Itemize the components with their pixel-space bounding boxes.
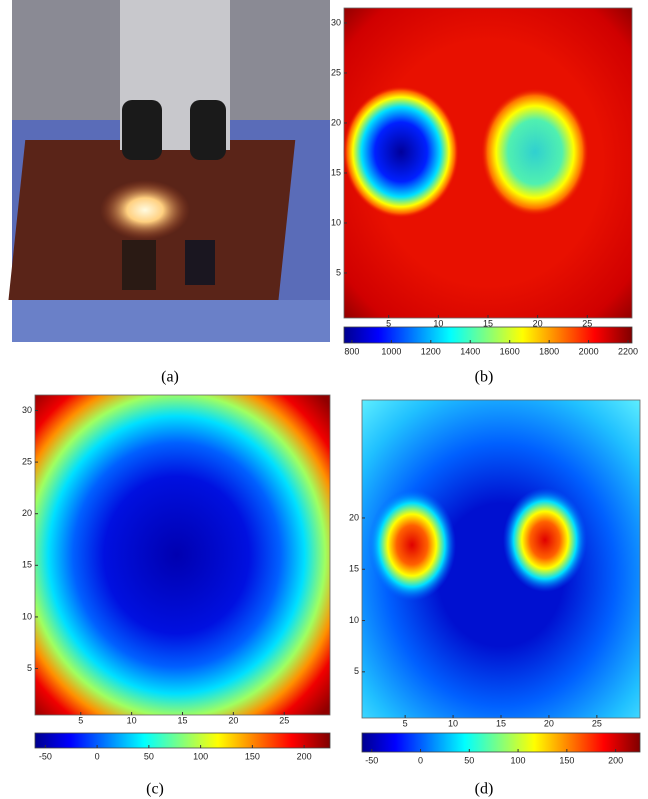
y-tick-label: 5 [354,666,359,676]
colorbar-tick-label: 1200 [421,346,441,356]
colorbar [35,733,330,748]
caption: (a) [161,369,179,386]
y-tick-label: 15 [331,167,341,177]
y-tick-label: 5 [336,267,341,277]
y-tick-label: 25 [331,67,341,77]
y-tick-label: 15 [349,564,359,574]
colorbar-tick-label: -50 [39,751,52,761]
y-tick-label: 10 [22,611,32,621]
colorbar [362,733,640,752]
y-tick-label: 30 [22,405,32,415]
colorbar-tick-label: 1800 [539,346,559,356]
colorbar-tick-label: 200 [297,751,312,761]
colorbar-tick-label: 0 [418,755,423,765]
photo [8,0,330,342]
x-tick-label: 25 [592,718,602,728]
colorbar-tick-label: 800 [344,346,359,356]
y-tick-label: 20 [331,117,341,127]
x-tick-label: 5 [78,715,83,725]
y-tick-label: 10 [349,615,359,625]
colorbar-tick-label: 2000 [579,346,599,356]
x-tick-label: 10 [127,715,137,725]
colorbar-tick-label: 150 [559,755,574,765]
colorbar-tick-label: 200 [608,755,623,765]
colorbar-tick-label: 1000 [381,346,401,356]
heatmap [343,8,632,318]
y-tick-label: 25 [22,456,32,466]
y-tick-label: 20 [22,508,32,518]
x-tick-label: 10 [448,718,458,728]
colorbar-tick-label: 100 [193,751,208,761]
y-tick-label: 20 [349,512,359,522]
figure: (a)(b)5101520255101520253080010001200140… [0,0,648,799]
x-tick-label: 25 [279,715,289,725]
colorbar-tick-label: 50 [464,755,474,765]
colorbar-tick-label: 1400 [460,346,480,356]
colorbar-tick-label: -50 [365,755,378,765]
x-tick-label: 20 [544,718,554,728]
colorbar-tick-label: 50 [144,751,154,761]
y-tick-label: 10 [331,217,341,227]
x-tick-label: 15 [177,715,187,725]
x-tick-label: 20 [228,715,238,725]
heatmap [362,400,640,718]
colorbar-tick-label: 2200 [618,346,638,356]
y-tick-label: 15 [22,560,32,570]
heatmap [35,395,330,715]
x-tick-label: 15 [496,718,506,728]
colorbar-tick-label: 100 [511,755,526,765]
y-tick-label: 5 [27,663,32,673]
colorbar-tick-label: 1600 [500,346,520,356]
colorbar-tick-label: 150 [245,751,260,761]
colorbar-tick-label: 0 [95,751,100,761]
caption: (d) [475,781,494,798]
caption: (b) [475,369,494,386]
x-tick-label: 5 [403,718,408,728]
y-tick-label: 30 [331,17,341,27]
caption: (c) [146,781,164,798]
